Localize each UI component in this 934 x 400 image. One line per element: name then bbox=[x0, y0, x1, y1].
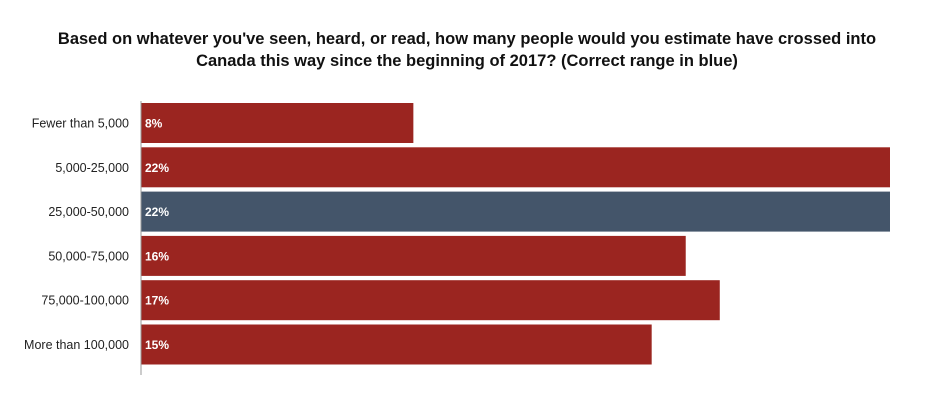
value-label: 16% bbox=[145, 249, 169, 263]
bar bbox=[141, 324, 652, 365]
category-label: 50,000-75,000 bbox=[48, 249, 129, 263]
category-label: 25,000-50,000 bbox=[48, 205, 129, 219]
category-label: Fewer than 5,000 bbox=[32, 117, 129, 131]
bar bbox=[141, 147, 890, 188]
value-label: 22% bbox=[145, 161, 169, 175]
bar bbox=[141, 235, 686, 276]
value-label: 15% bbox=[145, 338, 169, 352]
bar bbox=[141, 280, 720, 321]
value-label: 22% bbox=[145, 205, 169, 219]
category-label: 5,000-25,000 bbox=[55, 161, 129, 175]
chart-title-line-2: Canada this way since the beginning of 2… bbox=[196, 52, 738, 70]
bar bbox=[141, 191, 890, 232]
value-label: 8% bbox=[145, 117, 163, 131]
value-label: 17% bbox=[145, 294, 169, 308]
bars-layer: Fewer than 5,000 8% 5,000-25,000 22% 25,000-… bbox=[24, 103, 890, 365]
chart-title: Based on whatever you've seen, heard, or… bbox=[0, 28, 934, 72]
bar bbox=[141, 103, 414, 143]
category-label: 75,000-100,000 bbox=[41, 294, 129, 308]
category-label: More than 100,000 bbox=[24, 338, 129, 352]
chart-title-line-1: Based on whatever you've seen, heard, or… bbox=[57, 30, 877, 48]
